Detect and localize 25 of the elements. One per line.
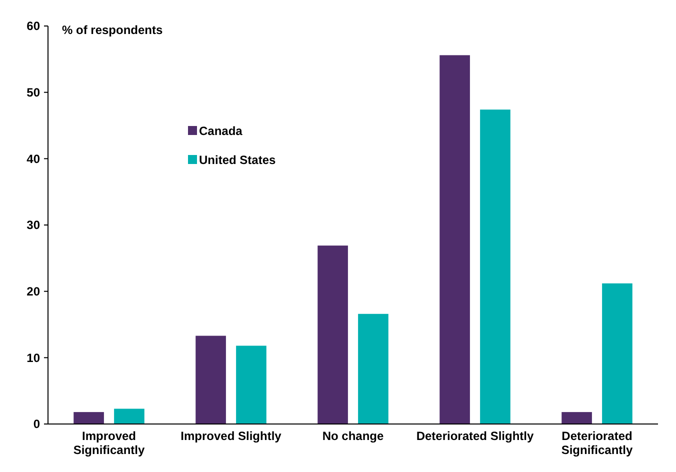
y-axis-title: % of respondents (62, 23, 163, 37)
y-tick-label: 40 (26, 152, 40, 166)
y-tick-label: 20 (26, 284, 40, 299)
x-tick-label: Deteriorated Significantly (561, 429, 633, 457)
y-tick-label: 30 (26, 218, 40, 232)
y-tick-label: 60 (26, 19, 40, 34)
bar (562, 412, 592, 424)
bar (318, 246, 348, 424)
bar (440, 55, 470, 424)
y-tick-label: 10 (26, 350, 40, 365)
legend-label: Canada (199, 124, 243, 138)
bar (196, 336, 226, 424)
bar (74, 412, 104, 424)
y-tick-label: 0 (33, 417, 40, 432)
bar (602, 283, 632, 424)
bar (114, 408, 144, 424)
x-tick-label: Improved Slightly (180, 429, 282, 443)
x-tick-label: Improved Significantly (73, 429, 145, 457)
bar (480, 110, 510, 424)
y-tick-label: 50 (26, 86, 40, 100)
legend-label: United States (199, 153, 276, 168)
bar (358, 314, 388, 424)
bar (236, 346, 266, 424)
x-tick-label: Deteriorated Slightly (416, 429, 534, 443)
x-tick-label: No change (322, 429, 384, 443)
